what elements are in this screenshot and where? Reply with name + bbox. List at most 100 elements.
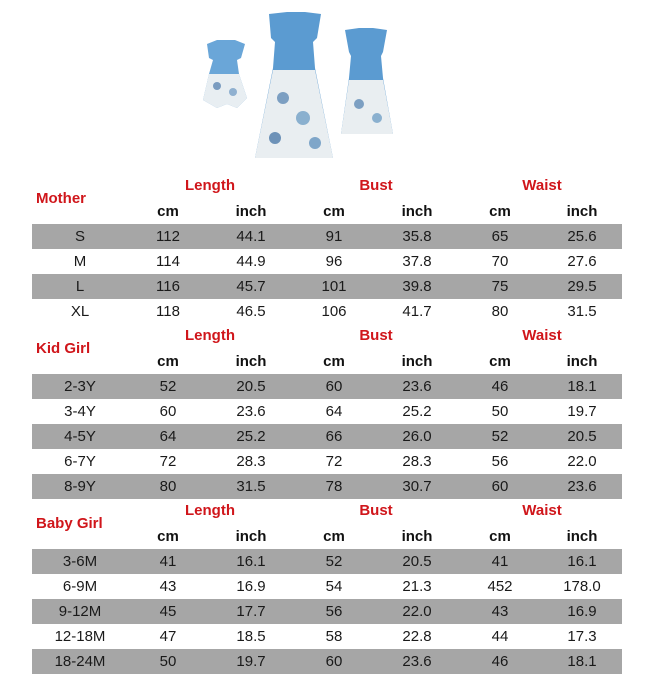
size-table-kid-girl: Kid Girl Length Bust Waist cm inch cm inch cm inc…: [32, 326, 622, 499]
unit-header: cm: [157, 203, 179, 220]
measurement-cell: 50: [159, 653, 177, 670]
unit-header: cm: [489, 203, 511, 220]
measurement-cell: 18.1: [567, 653, 597, 670]
measurement-cell: 39.8: [402, 278, 432, 295]
measurement-cell: 56: [325, 603, 343, 620]
measurement-cell: 60: [325, 653, 343, 670]
table-row: 9-12M 45 17.7 56 22.0 43 16.9: [32, 599, 622, 624]
unit-header: cm: [489, 528, 511, 545]
size-label: S: [74, 228, 85, 245]
measure-group-header: Bust: [359, 502, 393, 519]
measurement-cell: 178.0: [563, 578, 601, 595]
measurement-cell: 46: [491, 378, 509, 395]
measurement-cell: 47: [159, 628, 177, 645]
size-label: 4-5Y: [64, 428, 96, 445]
measurement-cell: 18.5: [236, 628, 266, 645]
measurement-cell: 25.2: [236, 428, 266, 445]
unit-header: inch: [401, 203, 433, 220]
measurement-cell: 78: [325, 478, 343, 495]
measurement-cell: 44: [491, 628, 509, 645]
measure-group-header: Bust: [359, 177, 393, 194]
measurement-cell: 23.6: [402, 378, 432, 395]
measurement-cell: 29.5: [567, 278, 597, 295]
measurement-cell: 22.0: [402, 603, 432, 620]
measurement-cell: 118: [156, 303, 180, 320]
measurement-cell: 112: [156, 228, 180, 245]
measure-group-header: Waist: [522, 502, 562, 519]
measurement-cell: 20.5: [402, 553, 432, 570]
measurement-cell: 44.1: [236, 228, 266, 245]
measurement-cell: 54: [325, 578, 343, 595]
measurement-cell: 26.0: [402, 428, 432, 445]
size-label: 6-7Y: [64, 453, 96, 470]
unit-header: cm: [323, 203, 345, 220]
measurement-cell: 27.6: [567, 253, 597, 270]
size-label: 8-9Y: [64, 478, 96, 495]
measurement-cell: 43: [491, 603, 509, 620]
measurement-cell: 23.6: [567, 478, 597, 495]
measurement-cell: 56: [491, 453, 509, 470]
measurement-cell: 46: [491, 653, 509, 670]
measurement-cell: 18.1: [567, 378, 597, 395]
measurement-cell: 28.3: [236, 453, 266, 470]
table-row: 6-9M 43 16.9 54 21.3 452 178.0: [32, 574, 622, 599]
unit-header: cm: [323, 528, 345, 545]
size-label: 12-18M: [54, 628, 106, 645]
measurement-cell: 45.7: [236, 278, 266, 295]
measurement-cell: 19.7: [236, 653, 266, 670]
measurement-cell: 43: [159, 578, 177, 595]
product-photo-dresses: [203, 12, 393, 158]
unit-header: cm: [323, 353, 345, 370]
size-label: 3-6M: [62, 553, 98, 570]
measurement-cell: 64: [159, 428, 177, 445]
measurement-cell: 30.7: [402, 478, 432, 495]
measure-group-header: Waist: [522, 327, 562, 344]
measurement-cell: 28.3: [402, 453, 432, 470]
measurement-cell: 41: [159, 553, 177, 570]
measurement-cell: 17.7: [236, 603, 266, 620]
measurement-cell: 31.5: [567, 303, 597, 320]
measure-group-header: Length: [185, 177, 235, 194]
measurement-cell: 72: [159, 453, 177, 470]
measurement-cell: 60: [159, 403, 177, 420]
measurement-cell: 16.1: [567, 553, 597, 570]
measurement-cell: 80: [491, 303, 509, 320]
measurement-cell: 50: [491, 403, 509, 420]
measurement-cell: 60: [491, 478, 509, 495]
table-row: M 114 44.9 96 37.8 70 27.6: [32, 249, 622, 274]
measurement-cell: 65: [491, 228, 509, 245]
measurement-cell: 23.6: [402, 653, 432, 670]
unit-header: inch: [401, 353, 433, 370]
size-label: L: [75, 278, 85, 295]
measurement-cell: 106: [321, 303, 347, 320]
measurement-cell: 22.0: [567, 453, 597, 470]
size-label: XL: [70, 303, 90, 320]
measurement-cell: 452: [487, 578, 513, 595]
measurement-cell: 37.8: [402, 253, 432, 270]
size-label: 3-4Y: [64, 403, 96, 420]
table-row: 18-24M 50 19.7 60 23.6 46 18.1: [32, 649, 622, 674]
measure-group-header: Length: [185, 327, 235, 344]
measurement-cell: 20.5: [567, 428, 597, 445]
table-row: 3-4Y 60 23.6 64 25.2 50 19.7: [32, 399, 622, 424]
size-label: 2-3Y: [64, 378, 96, 395]
unit-header: inch: [401, 528, 433, 545]
table-row: 4-5Y 64 25.2 66 26.0 52 20.5: [32, 424, 622, 449]
measurement-cell: 31.5: [236, 478, 266, 495]
measurement-cell: 52: [159, 378, 177, 395]
measurement-cell: 19.7: [567, 403, 597, 420]
measurement-cell: 101: [321, 278, 347, 295]
measurement-cell: 44.9: [236, 253, 266, 270]
measure-group-header: Length: [185, 502, 235, 519]
measurement-cell: 52: [325, 553, 343, 570]
measurement-cell: 41.7: [402, 303, 432, 320]
table-row: 3-6M 41 16.1 52 20.5 41 16.1: [32, 549, 622, 574]
table-row: XL 118 46.5 106 41.7 80 31.5: [32, 299, 622, 324]
measurement-cell: 41: [491, 553, 509, 570]
unit-header: inch: [235, 528, 267, 545]
size-table-mother: Mother Length Bust Waist cm inch cm inch cm inch S…: [32, 176, 622, 324]
size-table-baby-girl: Baby Girl Length Bust Waist cm inch cm inch cm in…: [32, 501, 622, 674]
measure-group-header: Bust: [359, 327, 393, 344]
section-title: Mother: [36, 190, 86, 207]
